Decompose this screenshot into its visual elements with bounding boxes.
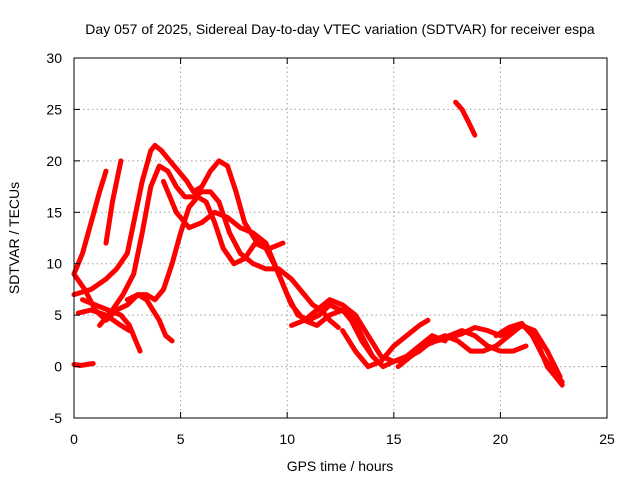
chart-title: Day 057 of 2025, Sidereal Day-to-day VTE… bbox=[85, 21, 595, 37]
series-line-track-o bbox=[493, 320, 565, 385]
x-tick-label: 20 bbox=[493, 431, 509, 447]
x-tick-label: 10 bbox=[279, 431, 295, 447]
y-tick-label: 30 bbox=[46, 50, 62, 66]
y-tick-label: 15 bbox=[46, 204, 62, 220]
series-line-track-j bbox=[161, 178, 448, 364]
y-tick-label: 0 bbox=[54, 359, 62, 375]
series-line-track-i bbox=[124, 194, 375, 359]
series-line-track-b bbox=[71, 168, 109, 277]
x-tick-label: 0 bbox=[70, 431, 78, 447]
series-line-track-c bbox=[103, 158, 124, 246]
x-tick-label: 15 bbox=[386, 431, 402, 447]
series-line-track-m bbox=[395, 328, 529, 370]
y-tick-label: 10 bbox=[46, 256, 62, 272]
axis-ticks: 0 5 10 15 20 25 -5 0 5 10 15 20 25 30 bbox=[46, 50, 615, 447]
grid bbox=[74, 58, 607, 418]
x-axis-label: GPS time / hours bbox=[287, 458, 394, 474]
series-line-track-l bbox=[340, 317, 431, 370]
y-tick-label: 25 bbox=[46, 101, 62, 117]
y-tick-label: -5 bbox=[50, 410, 63, 426]
series-line-track-a bbox=[71, 361, 96, 368]
series-line-track-h bbox=[97, 163, 341, 330]
y-tick-label: 5 bbox=[54, 307, 62, 323]
series-line-track-g bbox=[71, 142, 286, 298]
series-line-track-p bbox=[453, 99, 478, 138]
x-tick-label: 5 bbox=[177, 431, 185, 447]
x-tick-label: 25 bbox=[599, 431, 615, 447]
y-tick-label: 20 bbox=[46, 153, 62, 169]
series-line-track-e bbox=[80, 297, 143, 354]
plot-frame bbox=[73, 57, 608, 419]
series-line-track-d bbox=[71, 271, 175, 344]
data-series bbox=[71, 99, 565, 388]
y-axis-label: SDTVAR / TECUs bbox=[6, 182, 22, 294]
